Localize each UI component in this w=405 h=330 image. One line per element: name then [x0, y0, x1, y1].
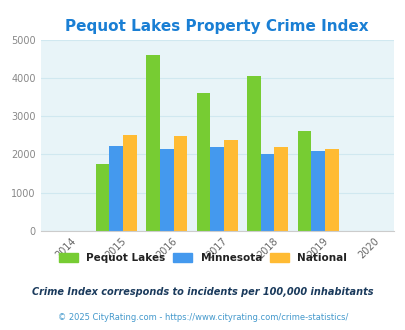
Bar: [297, 131, 311, 231]
Text: © 2025 CityRating.com - https://www.cityrating.com/crime-statistics/: © 2025 CityRating.com - https://www.city…: [58, 313, 347, 322]
Bar: [109, 146, 123, 231]
Bar: [311, 150, 324, 231]
Title: Pequot Lakes Property Crime Index: Pequot Lakes Property Crime Index: [65, 19, 368, 34]
Bar: [260, 154, 274, 231]
Text: Crime Index corresponds to incidents per 100,000 inhabitants: Crime Index corresponds to incidents per…: [32, 287, 373, 297]
Bar: [224, 140, 237, 231]
Bar: [210, 147, 224, 231]
Bar: [247, 76, 260, 231]
Legend: Pequot Lakes, Minnesota, National: Pequot Lakes, Minnesota, National: [55, 249, 350, 266]
Bar: [324, 149, 338, 231]
Bar: [274, 147, 288, 231]
Bar: [160, 149, 173, 231]
Bar: [123, 135, 136, 231]
Bar: [173, 136, 187, 231]
Bar: [146, 55, 160, 231]
Bar: [196, 93, 210, 231]
Bar: [96, 164, 109, 231]
